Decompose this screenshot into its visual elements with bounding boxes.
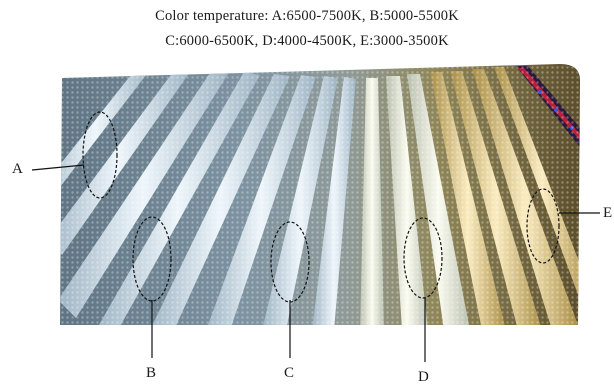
label-d: D <box>418 369 429 385</box>
label-e: E <box>603 205 613 221</box>
label-b: B <box>146 365 157 381</box>
caption-line-2: C:6000-6500K, D:4000-4500K, E:3000-3500K <box>165 33 449 49</box>
leader-a <box>31 164 85 171</box>
leader-lines <box>31 164 600 362</box>
ellipse-a <box>82 111 118 199</box>
label-c: C <box>284 365 295 381</box>
caption-line-1: Color temperature: A:6500-7500K, B:5000-… <box>155 8 459 24</box>
ellipse-e <box>526 188 560 264</box>
ellipse-d <box>403 217 443 299</box>
ellipse-b <box>132 216 172 302</box>
tube-array <box>60 64 580 325</box>
label-a: A <box>12 161 23 177</box>
